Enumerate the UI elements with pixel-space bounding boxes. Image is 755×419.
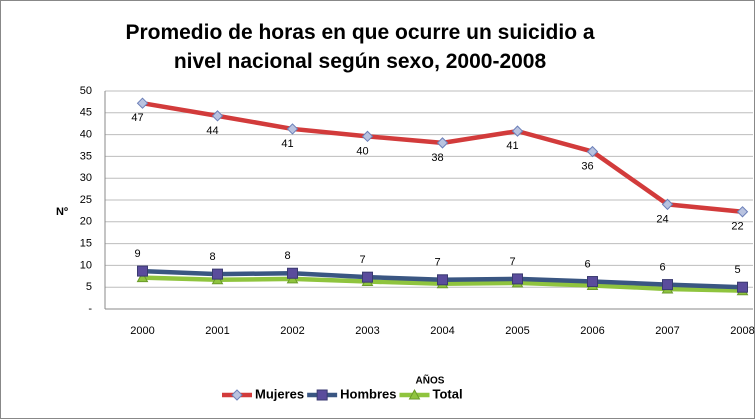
legend-marker (231, 389, 243, 401)
point-marker (511, 125, 524, 137)
legend-marker (408, 388, 421, 400)
point-marker (361, 130, 374, 143)
data-label: 40 (356, 145, 368, 157)
x-tick-label: 2000 (130, 325, 154, 337)
data-label: 41 (281, 138, 293, 150)
data-label: 6 (659, 261, 665, 273)
point-marker (737, 281, 748, 293)
point-marker (287, 267, 298, 279)
y-tick-label: 40 (80, 129, 92, 141)
point-marker (136, 271, 149, 283)
y-axis-label: Nº (56, 206, 68, 218)
point-marker (662, 279, 673, 291)
data-label: 5 (734, 264, 740, 276)
y-tick-label: 35 (80, 150, 92, 162)
data-label: 24 (656, 213, 668, 225)
point-marker (436, 137, 449, 149)
point-marker (211, 110, 224, 122)
data-label: 22 (731, 221, 743, 233)
point-marker (136, 97, 149, 109)
x-tick-label: 2006 (580, 325, 604, 337)
data-label: 8 (284, 250, 290, 262)
data-label: 38 (431, 152, 443, 164)
y-tick-label: 5 (86, 281, 92, 293)
x-tick-label: 2003 (355, 325, 379, 337)
point-marker (286, 123, 299, 135)
point-marker (586, 145, 599, 158)
y-tick-label: - (88, 303, 92, 315)
y-tick-label: 50 (80, 85, 92, 97)
x-tick-label: 2001 (205, 325, 229, 337)
y-tick-label: 45 (80, 107, 92, 119)
y-tick-label: 10 (80, 259, 92, 271)
x-axis-label: AÑOS (416, 374, 445, 387)
point-marker (587, 276, 598, 288)
point-marker (437, 274, 448, 286)
data-label: 6 (584, 258, 590, 270)
point-marker (362, 271, 373, 283)
chart-title: Promedio de horas en que ocurre un suici… (125, 21, 595, 73)
x-tick-label: 2007 (655, 325, 679, 337)
point-marker (512, 273, 523, 285)
y-tick-label: 15 (80, 238, 92, 250)
point-marker (137, 265, 148, 277)
data-label: 8 (209, 251, 215, 263)
point-marker (736, 206, 749, 218)
x-tick-label: 2005 (505, 325, 529, 337)
y-tick-label: 20 (80, 216, 92, 228)
data-label: 7 (434, 257, 440, 269)
x-tick-label: 2004 (430, 325, 454, 337)
data-label: 47 (131, 112, 143, 124)
data-label: 7 (359, 254, 365, 266)
x-tick-label: 2002 (280, 325, 304, 337)
data-label: 36 (581, 161, 593, 173)
legend-marker (316, 389, 328, 401)
data-label: 7 (509, 256, 515, 268)
legend-label: Mujeres (255, 386, 304, 401)
y-tick-label: 25 (80, 194, 92, 206)
point-marker (212, 268, 223, 280)
data-label: 41 (506, 140, 518, 152)
point-marker (661, 198, 674, 211)
x-tick-label: 2008 (730, 325, 754, 337)
legend-label: Hombres (340, 386, 396, 401)
data-label: 44 (206, 125, 218, 137)
data-label: 9 (134, 248, 140, 260)
legend-label: Total (433, 386, 463, 401)
y-tick-label: 30 (80, 172, 92, 184)
